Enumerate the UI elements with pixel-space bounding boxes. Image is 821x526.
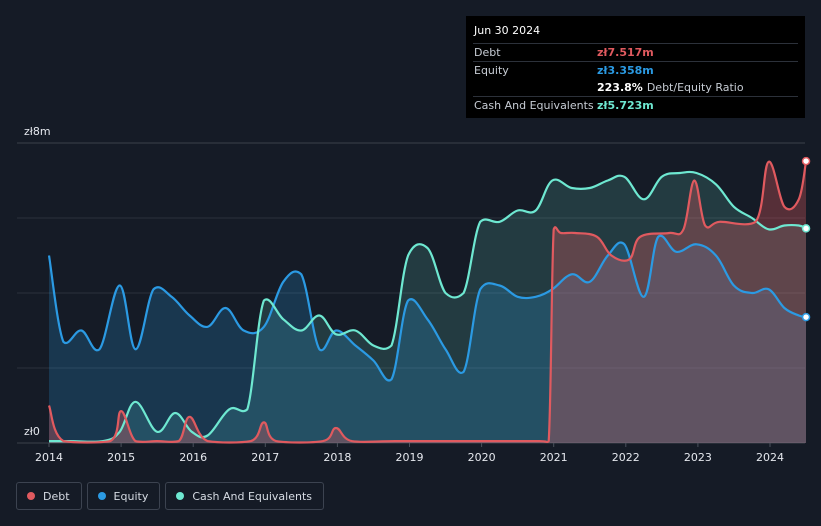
x-tick-label: 2021 bbox=[540, 451, 568, 464]
x-tick-label: 2020 bbox=[468, 451, 496, 464]
equity-area bbox=[49, 235, 806, 443]
x-tick-label: 2023 bbox=[684, 451, 712, 464]
y-axis-bottom-label: zł0 bbox=[24, 425, 40, 438]
tooltip-row-equity: Equity zł3.358m bbox=[473, 61, 798, 79]
tooltip-equity-value: zł3.358m bbox=[597, 64, 654, 77]
tooltip-row-cash: Cash And Equivalents zł5.723m bbox=[473, 96, 798, 114]
tooltip-row-debt: Debt zł7.517m bbox=[473, 43, 798, 61]
tooltip-cash-value: zł5.723m bbox=[597, 99, 654, 112]
legend-debt-label: Debt bbox=[43, 489, 70, 503]
x-tick-label: 2014 bbox=[35, 451, 63, 464]
cash-endpoint bbox=[801, 224, 811, 233]
debt-dot-icon bbox=[27, 492, 35, 500]
equity-line bbox=[47, 234, 807, 382]
x-tick-label: 2024 bbox=[756, 451, 784, 464]
legend-item-cash[interactable]: Cash And Equivalents bbox=[165, 482, 324, 510]
x-tick-label: 2022 bbox=[612, 451, 640, 464]
x-tick-label: 2017 bbox=[251, 451, 279, 464]
tooltip-date: Jun 30 2024 bbox=[474, 24, 541, 37]
tooltip-ratio-label: Debt/Equity Ratio bbox=[646, 81, 744, 94]
legend-item-debt[interactable]: Debt bbox=[16, 482, 82, 510]
cash-dot-icon bbox=[176, 492, 185, 500]
legend-item-equity[interactable]: Equity bbox=[86, 482, 161, 510]
cash-line bbox=[49, 170, 807, 443]
cash-area bbox=[49, 171, 806, 443]
y-axis-top-label: zł8m bbox=[24, 125, 51, 138]
tooltip-ratio-value: 223.8% bbox=[597, 81, 643, 94]
debt-line bbox=[47, 160, 808, 444]
debt-area bbox=[49, 161, 806, 443]
legend-cash-label: Cash And Equivalents bbox=[192, 489, 312, 503]
tooltip-debt-value: zł7.517m bbox=[597, 46, 654, 59]
tooltip-row-ratio: 223.8% Debt/Equity Ratio bbox=[473, 79, 798, 96]
x-tick-label: 2019 bbox=[396, 451, 424, 464]
tooltip-panel: Jun 30 2024 Debt zł7.517m Equity zł3.358… bbox=[466, 16, 805, 118]
debt-endpoint bbox=[801, 156, 811, 166]
chart-legend: Debt Equity Cash And Equivalents bbox=[16, 482, 329, 510]
x-tick-label: 2015 bbox=[107, 451, 135, 464]
x-tick-label: 2016 bbox=[179, 451, 207, 464]
legend-equity-label: Equity bbox=[113, 489, 149, 503]
equity-endpoint bbox=[801, 312, 811, 322]
tooltip-cash-label: Cash And Equivalents bbox=[474, 99, 594, 112]
x-tick-label: 2018 bbox=[323, 451, 351, 464]
tooltip-equity-label: Equity bbox=[474, 64, 509, 77]
equity-dot-icon bbox=[97, 492, 106, 500]
tooltip-debt-label: Debt bbox=[474, 46, 501, 59]
